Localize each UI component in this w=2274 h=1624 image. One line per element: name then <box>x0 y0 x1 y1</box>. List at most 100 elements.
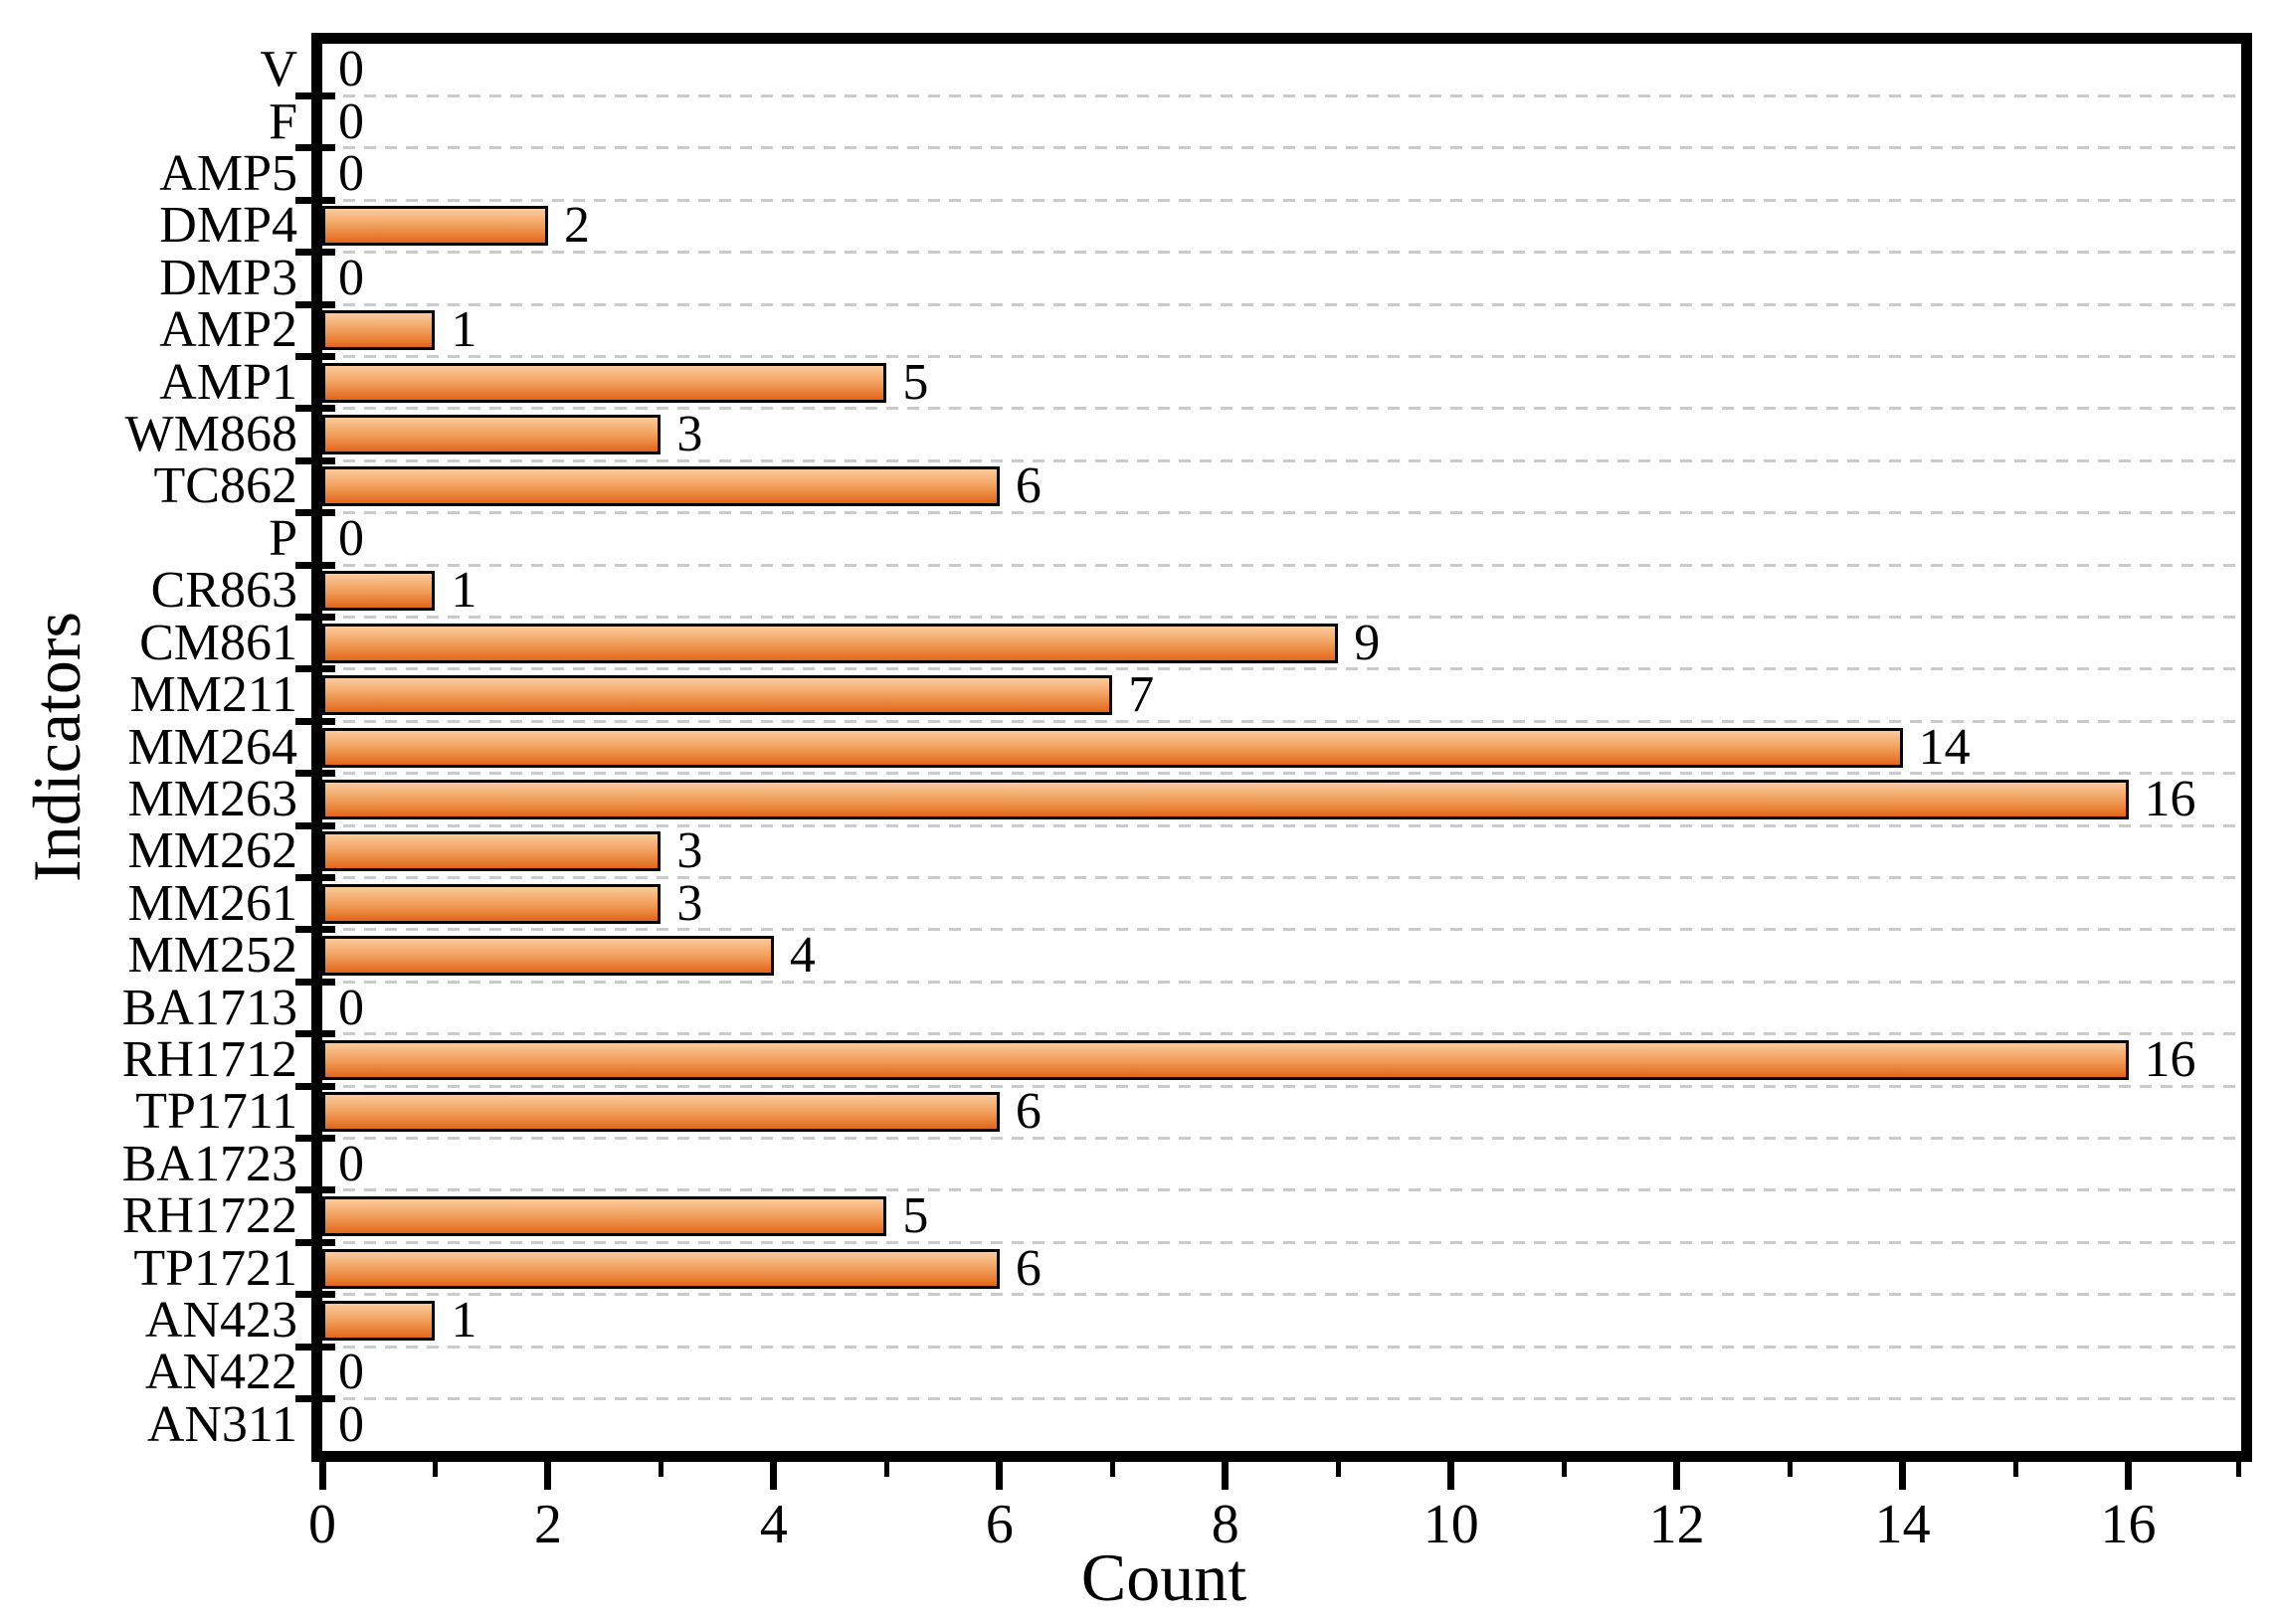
y-axis-tick <box>295 978 335 986</box>
gridline <box>322 1345 2241 1349</box>
bar <box>322 206 548 247</box>
x-axis-major-tick <box>1673 1462 1681 1490</box>
y-category-label: TP1721 <box>133 1239 297 1297</box>
gridline <box>322 876 2241 880</box>
gridline <box>322 928 2241 932</box>
gridline <box>322 251 2241 255</box>
bar-value-label: 0 <box>338 1395 364 1453</box>
bar-value-label: 16 <box>2144 1030 2196 1088</box>
x-axis-tick-label: 2 <box>533 1494 562 1555</box>
bar <box>322 727 1903 768</box>
y-axis-tick <box>295 1395 335 1403</box>
y-axis-tick <box>295 300 335 308</box>
bar <box>322 571 436 612</box>
gridline <box>322 354 2241 358</box>
x-axis-minor-tick <box>2012 1462 2018 1477</box>
y-category-label: MM261 <box>127 874 297 932</box>
x-axis-tick-label: 16 <box>2100 1494 2157 1555</box>
bar <box>322 362 887 403</box>
y-category-label: CR863 <box>150 562 297 620</box>
x-axis-minor-tick <box>1787 1462 1793 1477</box>
y-axis-tick <box>295 874 335 882</box>
y-category-label: DMP4 <box>159 197 297 255</box>
y-category-label: TC862 <box>153 457 297 515</box>
y-category-label: BA1713 <box>121 979 297 1036</box>
y-category-label: MM262 <box>127 822 297 880</box>
bar-value-label: 0 <box>338 509 364 567</box>
bar-value-label: 1 <box>451 1291 477 1349</box>
bar-value-label: 5 <box>902 353 929 411</box>
y-category-label: V <box>260 41 297 98</box>
y-axis-tick <box>295 1291 335 1299</box>
bar <box>322 936 774 977</box>
y-axis-tick <box>295 509 335 517</box>
y-category-label: TP1711 <box>135 1083 297 1141</box>
x-axis-major-tick <box>2125 1462 2133 1490</box>
bar-value-label: 5 <box>902 1187 929 1245</box>
y-axis-tick <box>295 249 335 257</box>
y-axis-tick <box>295 1030 335 1038</box>
x-axis-minor-tick <box>2236 1462 2241 1477</box>
y-category-label: RH1712 <box>121 1030 297 1088</box>
y-axis-tick <box>295 1186 335 1194</box>
y-axis-tick <box>295 926 335 934</box>
x-axis-minor-tick <box>883 1462 889 1477</box>
y-axis-tick <box>295 405 335 413</box>
y-axis-tick <box>295 1082 335 1090</box>
bar-value-label: 9 <box>1354 614 1381 671</box>
bar <box>322 675 1113 716</box>
x-axis-major-tick <box>544 1462 552 1490</box>
y-category-label: AMP5 <box>159 145 297 203</box>
bar <box>322 831 662 872</box>
x-axis-tick-label: 12 <box>1648 1494 1705 1555</box>
y-category-label: MM264 <box>127 718 297 776</box>
bar-value-label: 1 <box>451 301 477 359</box>
bar <box>322 1196 887 1237</box>
y-category-label: F <box>269 92 297 150</box>
y-axis-tick <box>295 561 335 569</box>
y-category-label: MM211 <box>129 666 297 724</box>
x-axis-tick-label: 14 <box>1874 1494 1931 1555</box>
bar-value-label: 0 <box>338 1135 364 1192</box>
x-axis-tick-label: 6 <box>985 1494 1014 1555</box>
y-category-label: P <box>269 509 297 567</box>
gridline <box>322 1293 2241 1297</box>
x-axis-minor-tick <box>1335 1462 1341 1477</box>
y-category-label: MM252 <box>127 927 297 985</box>
y-category-label: AN423 <box>144 1291 297 1349</box>
y-category-label: AMP1 <box>159 353 297 411</box>
bar <box>322 415 662 455</box>
gridline <box>322 719 2241 723</box>
bar-value-label: 0 <box>338 979 364 1036</box>
y-category-label: DMP3 <box>159 249 297 306</box>
y-axis-tick <box>295 91 335 99</box>
y-axis-tick <box>295 1238 335 1246</box>
y-category-label: AMP2 <box>159 301 297 359</box>
y-category-label: AN422 <box>144 1344 297 1401</box>
bar-value-label: 0 <box>338 1344 364 1401</box>
y-axis-tick <box>295 144 335 152</box>
x-axis-tick-label: 10 <box>1422 1494 1479 1555</box>
x-axis-tick-label: 4 <box>759 1494 788 1555</box>
bar-value-label: 3 <box>676 406 703 463</box>
y-category-label: RH1722 <box>121 1187 297 1245</box>
bar-value-label: 14 <box>1918 718 1971 776</box>
gridline <box>322 198 2241 202</box>
bar <box>322 466 1000 507</box>
bar <box>322 623 1339 663</box>
gridline <box>322 1240 2241 1244</box>
y-axis-tick <box>295 717 335 725</box>
gridline <box>322 667 2241 671</box>
y-axis-tick <box>295 352 335 360</box>
gridline <box>322 615 2241 619</box>
gridline <box>322 1137 2241 1141</box>
y-axis-tick <box>295 613 335 621</box>
bar-value-label: 0 <box>338 92 364 150</box>
y-axis-tick <box>295 1343 335 1351</box>
y-axis-tick <box>295 196 335 204</box>
x-axis-minor-tick <box>432 1462 438 1477</box>
bar-value-label: 0 <box>338 249 364 306</box>
gridline <box>322 1032 2241 1036</box>
gridline <box>322 93 2241 97</box>
